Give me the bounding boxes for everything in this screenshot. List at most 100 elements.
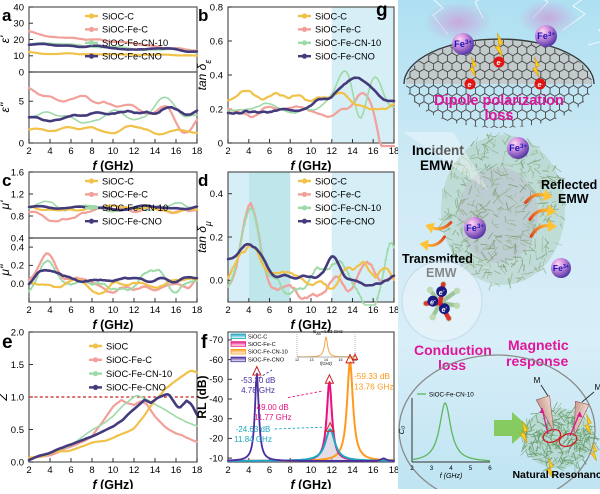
svg-text:14: 14 — [150, 146, 161, 157]
svg-text:0.2: 0.2 — [210, 104, 223, 115]
svg-text:SiOC-Fe-CN-10: SiOC-Fe-CN-10 — [102, 38, 168, 48]
svg-text:12: 12 — [129, 465, 140, 476]
svg-text:8: 8 — [89, 465, 94, 476]
svg-text:e: e — [2, 332, 13, 353]
svg-text:2: 2 — [26, 146, 31, 157]
svg-text:40: 40 — [13, 2, 24, 13]
svg-text:-40: -40 — [209, 394, 223, 405]
svg-text:13.76 GHz: 13.76 GHz — [354, 381, 394, 391]
svg-text:SiOC-Fe-CNO: SiOC-Fe-CNO — [106, 383, 166, 393]
svg-text:μ'': μ'' — [0, 264, 12, 277]
svg-text:SiOC-Fe-CNO: SiOC-Fe-CNO — [102, 217, 162, 227]
svg-text:f: f — [201, 332, 208, 353]
svg-text:SiOC-Fe-CNO: SiOC-Fe-CNO — [315, 52, 375, 62]
svg-text:SiOC-Fe-C: SiOC-Fe-C — [102, 25, 148, 35]
svg-text:SiOC-C: SiOC-C — [248, 334, 267, 340]
svg-text:0.4: 0.4 — [210, 70, 223, 81]
svg-text:4: 4 — [47, 305, 52, 316]
svg-text:4: 4 — [449, 465, 453, 472]
svg-text:0.0: 0.0 — [11, 457, 24, 468]
svg-text:6: 6 — [68, 146, 73, 157]
svg-text:1.0: 1.0 — [11, 392, 24, 403]
svg-text:12: 12 — [129, 305, 140, 316]
svg-text:-59.33 dB: -59.33 dB — [354, 371, 390, 381]
svg-text:16: 16 — [171, 146, 182, 157]
svg-text:18: 18 — [389, 305, 400, 316]
svg-text:0.0: 0.0 — [210, 276, 223, 287]
svg-text:0: 0 — [19, 67, 24, 78]
svg-text:2.0: 2.0 — [11, 327, 24, 338]
svg-text:Dipole polarization: Dipole polarization — [434, 93, 564, 109]
svg-text:0.2: 0.2 — [210, 232, 223, 243]
svg-text:1.6: 1.6 — [11, 167, 24, 178]
svg-text:6: 6 — [488, 465, 492, 472]
svg-text:SiOC: SiOC — [106, 341, 128, 351]
svg-text:4: 4 — [246, 465, 251, 476]
svg-text:4: 4 — [47, 465, 52, 476]
svg-text:14: 14 — [347, 305, 358, 316]
svg-text:-53.20 dB: -53.20 dB — [241, 376, 276, 385]
svg-text:f (GHz): f (GHz) — [291, 159, 332, 173]
svg-text:ε': ε' — [0, 35, 12, 43]
svg-text:0.2: 0.2 — [11, 261, 24, 272]
svg-text:6: 6 — [68, 305, 73, 316]
svg-text:SiOC-C: SiOC-C — [315, 176, 347, 186]
svg-text:14: 14 — [150, 465, 161, 476]
svg-text:SiOC-Fe-CN-10: SiOC-Fe-CN-10 — [315, 203, 381, 213]
svg-text:18: 18 — [192, 305, 203, 316]
svg-text:6: 6 — [267, 146, 272, 157]
svg-text:8: 8 — [89, 146, 94, 157]
svg-text:8: 8 — [288, 146, 293, 157]
svg-text:g: g — [376, 0, 388, 21]
svg-text:6: 6 — [68, 465, 73, 476]
svg-text:loss: loss — [484, 108, 513, 124]
svg-text:M: M — [595, 383, 600, 392]
svg-text:3: 3 — [430, 465, 434, 472]
svg-text:f (GHz): f (GHz) — [440, 473, 463, 480]
svg-text:SiOC-Fe-CNO: SiOC-Fe-CNO — [102, 52, 162, 62]
svg-text:f (GHz): f (GHz) — [93, 159, 134, 173]
svg-text:C₀: C₀ — [397, 426, 406, 435]
svg-text:SiOC-C: SiOC-C — [102, 11, 134, 21]
svg-text:12: 12 — [327, 146, 338, 157]
svg-text:10: 10 — [108, 465, 119, 476]
svg-text:ε'': ε'' — [0, 102, 12, 113]
svg-text:16: 16 — [368, 465, 379, 476]
svg-text:16: 16 — [368, 305, 379, 316]
svg-text:-70: -70 — [209, 335, 223, 346]
svg-text:10: 10 — [306, 305, 317, 316]
svg-text:Natural Resonance: Natural Resonance — [512, 469, 600, 481]
svg-text:8: 8 — [288, 305, 293, 316]
svg-text:1.2: 1.2 — [11, 189, 24, 200]
svg-text:16: 16 — [171, 465, 182, 476]
svg-text:SiOC-Fe-C: SiOC-Fe-C — [106, 355, 152, 365]
svg-text:2: 2 — [26, 465, 31, 476]
svg-text:-60: -60 — [209, 355, 223, 366]
svg-text:M: M — [534, 376, 541, 385]
svg-text:0.8: 0.8 — [210, 2, 223, 13]
svg-text:-24.63 dB: -24.63 dB — [236, 425, 271, 434]
svg-text:SiOC-C: SiOC-C — [102, 176, 134, 186]
svg-text:12: 12 — [327, 465, 338, 476]
svg-text:f (GHz): f (GHz) — [291, 478, 332, 489]
svg-text:20: 20 — [13, 35, 24, 46]
svg-text:18: 18 — [389, 465, 400, 476]
svg-text:14: 14 — [347, 465, 358, 476]
svg-text:18: 18 — [389, 146, 400, 157]
svg-text:0: 0 — [218, 138, 223, 149]
svg-text:0.4: 0.4 — [11, 242, 24, 253]
svg-text:-50: -50 — [209, 375, 223, 386]
svg-text:10: 10 — [306, 146, 317, 157]
svg-text:0.8: 0.8 — [11, 211, 24, 222]
svg-text:c: c — [2, 171, 11, 190]
svg-text:SiOC-Fe-CN-10: SiOC-Fe-CN-10 — [102, 203, 168, 213]
svg-text:f (GHz): f (GHz) — [93, 478, 134, 489]
svg-text:0.5: 0.5 — [11, 425, 24, 436]
svg-text:0: 0 — [19, 138, 24, 149]
svg-text:Reflected: Reflected — [541, 178, 597, 192]
svg-text:12: 12 — [295, 358, 299, 362]
svg-text:EMW: EMW — [558, 192, 589, 206]
svg-text:a: a — [2, 6, 12, 25]
svg-text:18: 18 — [192, 146, 203, 157]
svg-text:12: 12 — [129, 146, 140, 157]
